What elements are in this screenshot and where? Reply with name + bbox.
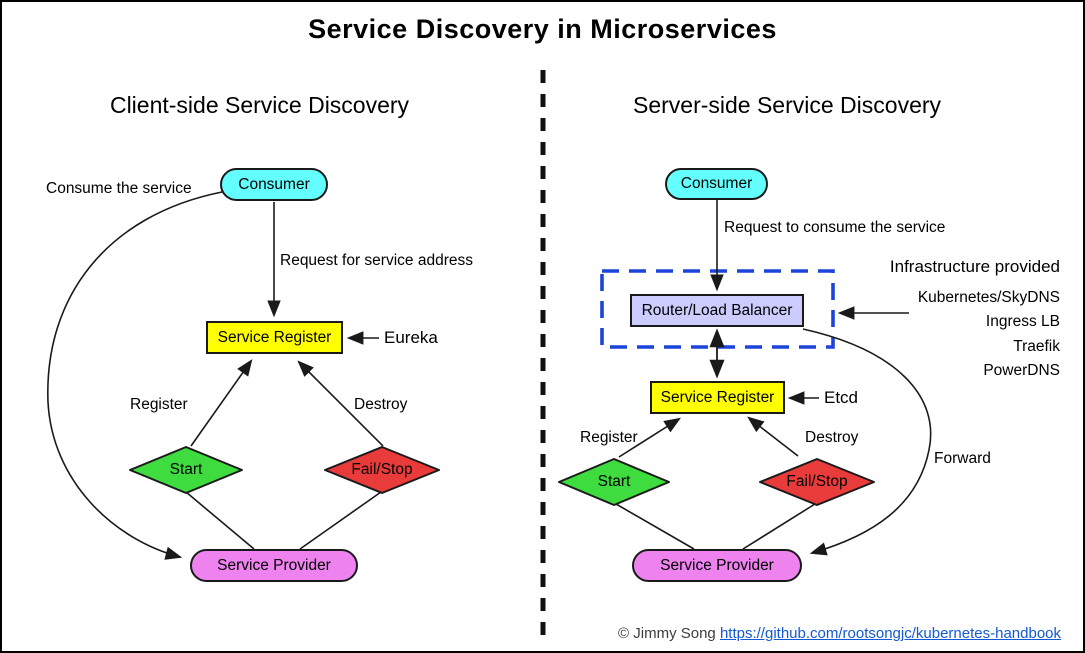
line-failstop-to-provider-right xyxy=(742,503,816,550)
line-start-to-provider-left xyxy=(185,491,255,550)
arrow-start-to-register-left xyxy=(190,359,253,447)
router-load-balancer-node: Router/Load Balancer xyxy=(630,294,804,327)
service-register-node-right: Service Register xyxy=(650,381,785,414)
request-for-service-address-label: Request for service address xyxy=(280,252,473,269)
consumer-node-left: Consumer xyxy=(220,168,328,201)
request-to-consume-label: Request to consume the service xyxy=(724,219,946,236)
register-label-left: Register xyxy=(130,396,188,413)
register-label-right: Register xyxy=(580,429,638,446)
etcd-label: Etcd xyxy=(824,388,859,407)
copyright-text: © Jimmy Song xyxy=(618,625,716,642)
infrastructure-provided-list: Infrastructure provided Kubernetes/SkyDN… xyxy=(890,255,1060,384)
service-provider-node-left: Service Provider xyxy=(190,549,358,582)
start-diamond-left xyxy=(129,446,243,494)
client-side-heading: Client-side Service Discovery xyxy=(109,92,410,118)
line-failstop-to-provider-left xyxy=(299,491,382,550)
page-title: Service Discovery in Microservices xyxy=(308,14,777,44)
server-side-heading: Server-side Service Discovery xyxy=(632,92,942,118)
handbook-link[interactable]: https://github.com/rootsongjc/kubernetes… xyxy=(719,625,1061,642)
destroy-label-left: Destroy xyxy=(354,396,408,413)
destroy-label-right: Destroy xyxy=(805,429,859,446)
curve-consume-the-service xyxy=(47,191,223,560)
start-label-right: Start xyxy=(597,473,631,490)
service-register-node-left: Service Register xyxy=(206,321,343,354)
failstop-label-left: Fail/Stop xyxy=(351,461,413,478)
arrow-failstop-to-register-right xyxy=(747,416,799,457)
failstop-label-right: Fail/Stop xyxy=(786,473,848,490)
eureka-label: Eureka xyxy=(384,328,438,347)
infrastructure-item-powerdns: PowerDNS xyxy=(983,362,1060,379)
infrastructure-heading: Infrastructure provided xyxy=(889,257,1060,276)
service-provider-node-right: Service Provider xyxy=(632,549,802,582)
consumer-node-right: Consumer xyxy=(665,168,768,200)
line-start-to-provider-right xyxy=(615,503,695,550)
infrastructure-item-traefik: Traefik xyxy=(1013,337,1060,355)
infrastructure-item-kubernetes-skydns: Kubernetes/SkyDNS xyxy=(917,288,1060,306)
failstop-diamond-left xyxy=(324,446,440,494)
consume-the-service-label: Consume the service xyxy=(46,180,192,197)
footer-credit: © Jimmy Song https://github.com/rootsong… xyxy=(618,625,1061,642)
failstop-diamond-right xyxy=(759,458,875,506)
start-diamond-right xyxy=(558,458,670,506)
forward-label: Forward xyxy=(934,450,991,467)
infrastructure-item-ingress-lb: Ingress LB xyxy=(985,313,1060,330)
start-label-left: Start xyxy=(169,461,203,478)
